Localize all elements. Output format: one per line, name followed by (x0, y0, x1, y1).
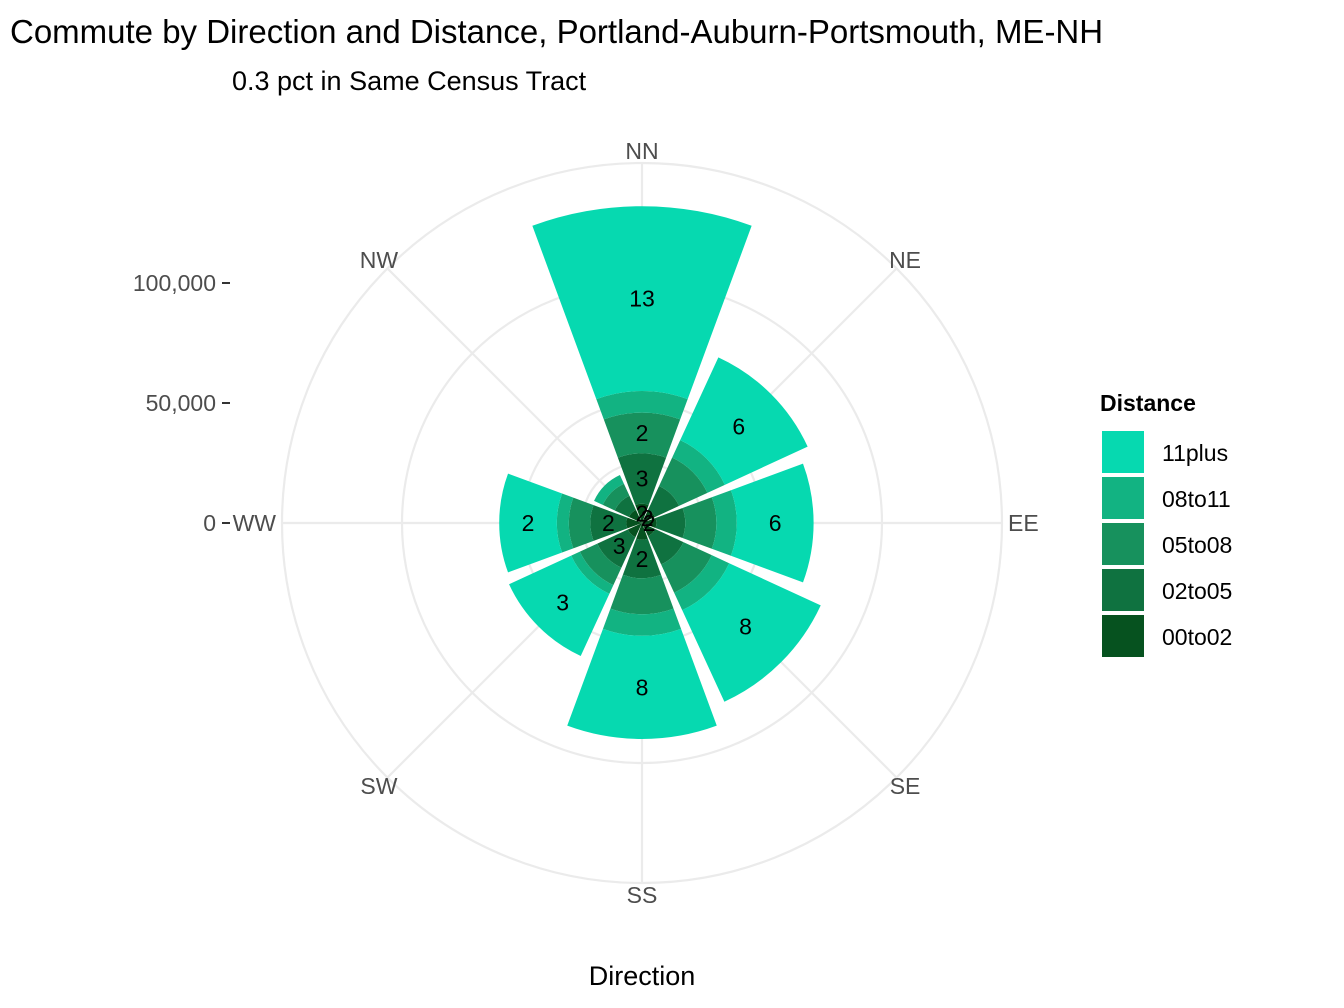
bar-label-00to02-NN: 2 (636, 500, 649, 526)
bar-11plus-NE (680, 357, 808, 485)
direction-labels: NN NE EE SE SS SW WW NW (233, 138, 1039, 908)
radial-axis: 0 50,000 100,000 (133, 270, 230, 536)
bar-02to05-NN (617, 453, 667, 505)
legend-label-02to05: 02to05 (1162, 578, 1232, 604)
bar-label-02to05-NN: 3 (636, 466, 649, 492)
legend-swatch-11plus (1102, 431, 1144, 473)
bar-label-11plus-SW: 3 (556, 589, 569, 615)
bar-11plus-WW (499, 473, 563, 573)
chart-subtitle: 0.3 pct in Same Census Tract (232, 66, 587, 96)
bar-label-11plus-EE: 6 (769, 510, 782, 536)
bar-00to02-SE (642, 523, 656, 537)
direction-label-WW: WW (233, 510, 277, 536)
bar-05to08-SW (579, 543, 622, 586)
y-tick-label: 100,000 (133, 270, 216, 296)
bar-label-00to02-NE: 2 (641, 505, 654, 531)
legend-swatch-08to11 (1102, 477, 1144, 519)
bar-label-00to02-EE: 2 (643, 510, 656, 536)
bar-08to11-WW (556, 493, 574, 553)
bar-11plus-EE (730, 463, 814, 583)
bar-02to05-SE (648, 529, 684, 565)
bar-label-11plus-WW: 2 (522, 510, 535, 536)
bar-label-05to08-NN: 2 (636, 420, 649, 446)
bar-label-11plus-SS: 8 (636, 674, 649, 700)
direction-label-SE: SE (890, 773, 921, 799)
bar-08to11-NN (596, 391, 688, 420)
bar-segments (499, 206, 821, 740)
bar-05to08-NE (659, 457, 708, 506)
direction-label-EE: EE (1008, 510, 1039, 536)
bar-00to02-NW (628, 509, 642, 523)
grid-spoke (386, 267, 643, 524)
direction-label-SW: SW (360, 773, 397, 799)
bar-02to05-SW (597, 529, 636, 568)
bar-02to05-SS (622, 538, 662, 579)
legend-label-05to08: 05to08 (1162, 532, 1232, 558)
bar-00to02-NN (635, 503, 649, 523)
bar-08to11-EE (711, 490, 737, 556)
direction-label-SS: SS (627, 882, 658, 908)
bar-00to02-NE (642, 509, 656, 523)
bar-00to02-WW (626, 517, 642, 529)
legend-label-11plus: 11plus (1162, 440, 1228, 466)
legend-label-08to11: 08to11 (1162, 486, 1231, 512)
bar-11plus-SE (682, 563, 821, 702)
bar-05to08-NN (603, 412, 681, 458)
bar-00to02-SS (636, 523, 648, 540)
bar-05to08-NW (602, 483, 630, 511)
bar-label-02to05-SS: 2 (636, 546, 649, 572)
legend-swatch-05to08 (1102, 523, 1144, 565)
bar-08to11-NE (672, 440, 725, 493)
y-tick-label: 50,000 (146, 390, 216, 416)
bar-02to05-WW (590, 505, 628, 541)
bar-08to11-NW (594, 475, 624, 505)
chart-title: Commute by Direction and Distance, Portl… (10, 13, 1103, 50)
y-tick-label: 0 (203, 510, 216, 536)
bar-11plus-SS (567, 628, 717, 740)
bar-label-11plus-NE: 6 (732, 413, 745, 439)
legend-title: Distance (1100, 390, 1196, 416)
bar-08to11-SE (674, 555, 730, 611)
bar-label-11plus-SE: 8 (739, 614, 752, 640)
bar-02to05-NW (614, 495, 636, 517)
x-axis-label: Direction (589, 961, 696, 991)
bar-05to08-SE (661, 542, 712, 593)
bar-05to08-SS (610, 574, 674, 615)
bar-11plus-SW (509, 555, 610, 656)
direction-label-NW: NW (360, 247, 399, 273)
legend-items: 11plus 08to11 05to08 02to05 00to02 (1102, 431, 1232, 657)
bar-02to05-EE (655, 508, 686, 538)
bar-05to08-EE (682, 497, 717, 549)
bar-02to05-NE (648, 485, 680, 517)
bar-00to02-SW (627, 523, 642, 538)
bar-label-02to05-WW: 2 (602, 510, 615, 536)
bar-05to08-WW (568, 497, 594, 549)
bar-08to11-SS (602, 608, 682, 636)
legend-swatch-02to05 (1102, 569, 1144, 611)
legend-label-00to02: 00to02 (1162, 624, 1232, 650)
bar-11plus-NN (532, 206, 752, 400)
legend-swatch-00to02 (1102, 615, 1144, 657)
bar-00to02-EE (642, 518, 657, 528)
direction-label-NE: NE (889, 247, 921, 273)
bar-08to11-SW (571, 551, 614, 594)
bar-label-11plus-NN: 13 (629, 286, 655, 312)
bar-label-02to05-SW: 3 (613, 533, 626, 559)
direction-label-NN: NN (625, 138, 658, 164)
legend: Distance 11plus 08to11 05to08 02to05 00to02 (1100, 390, 1232, 657)
